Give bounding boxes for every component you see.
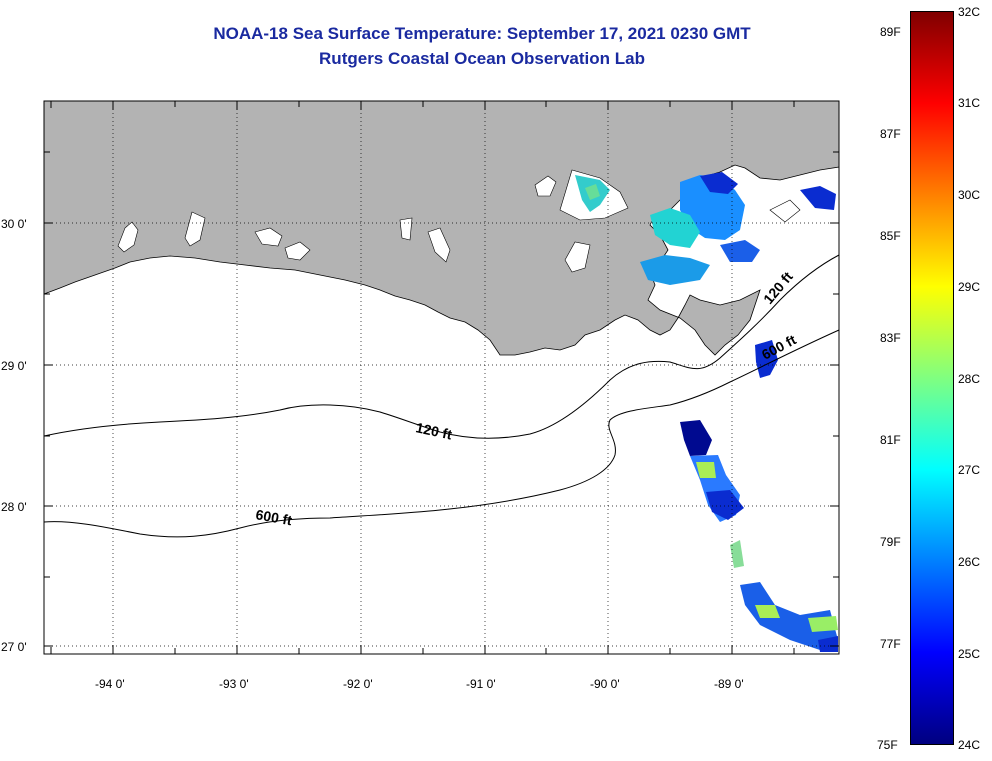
colorbar-label-f: 81F xyxy=(880,433,901,447)
sst-data xyxy=(575,172,838,652)
lake xyxy=(399,217,413,241)
lon-label: -90 0' xyxy=(590,677,620,691)
map-subtitle: Rutgers Coastal Ocean Observation Lab xyxy=(319,49,645,68)
lake xyxy=(184,211,206,247)
colorbar-label-f: 87F xyxy=(880,127,901,141)
colorbar-label-f: 75F xyxy=(877,738,898,752)
lon-label: -92 0' xyxy=(343,677,373,691)
bathymetry-contours xyxy=(43,254,840,538)
lake xyxy=(117,221,139,253)
colorbar-label-f: 77F xyxy=(880,637,901,651)
lon-label: -89 0' xyxy=(714,677,744,691)
colorbar-label-c: 24C xyxy=(958,738,981,752)
lon-label: -93 0' xyxy=(219,677,249,691)
lake xyxy=(769,199,801,223)
lon-label: -91 0' xyxy=(466,677,496,691)
lat-lon-grid xyxy=(44,101,839,654)
contour-label-600ft: 600 ft xyxy=(254,506,293,528)
colorbar-label-c: 27C xyxy=(958,463,981,477)
colorbar-label-c: 31C xyxy=(958,96,981,110)
lake xyxy=(284,241,311,261)
colorbar-label-c: 26C xyxy=(958,555,981,569)
map-title: NOAA-18 Sea Surface Temperature: Septemb… xyxy=(213,24,751,43)
map-frame xyxy=(43,100,840,655)
colorbar-label-c: 29C xyxy=(958,280,981,294)
lat-label: 30 0' xyxy=(1,217,27,231)
contour-label-120ft: 120 ft xyxy=(414,419,453,442)
colorbar-label-f: 83F xyxy=(880,331,901,345)
lake xyxy=(564,241,591,273)
lat-label: 29 0' xyxy=(1,359,27,373)
lat-label: 28 0' xyxy=(1,500,27,514)
colorbar-label-f: 89F xyxy=(880,25,901,39)
colorbar-label-f: 79F xyxy=(880,535,901,549)
lake xyxy=(427,227,451,263)
land-mass xyxy=(43,100,840,356)
lat-label: 27 0' xyxy=(1,640,27,654)
colorbar-label-f: 85F xyxy=(880,229,901,243)
tick-marks xyxy=(44,101,839,654)
colorbar-label-c: 28C xyxy=(958,372,981,386)
temperature-colorbar xyxy=(910,11,954,745)
colorbar-label-c: 32C xyxy=(958,5,981,19)
lake xyxy=(254,227,283,247)
lake xyxy=(534,175,557,197)
lon-label: -94 0' xyxy=(95,677,125,691)
colorbar-label-c: 30C xyxy=(958,188,981,202)
colorbar-label-c: 25C xyxy=(958,647,981,661)
